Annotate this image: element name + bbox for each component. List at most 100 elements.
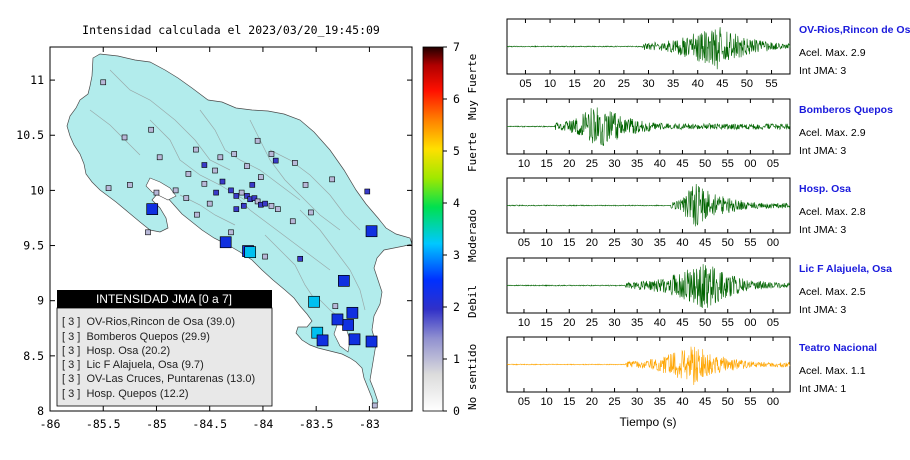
seismogram-tick-label: 50 — [722, 396, 734, 408]
station-intensity: Int JMA: 3 — [799, 65, 846, 77]
station-marker-small — [201, 180, 208, 187]
colorbar-tick-label: 3 — [453, 248, 460, 262]
colorbar-tick-label: 6 — [453, 92, 460, 106]
station-marker-small — [297, 255, 304, 262]
station-marker-small — [268, 203, 275, 209]
station-marker-small — [121, 134, 128, 141]
station-marker-small — [201, 162, 208, 168]
seismogram-waveform — [506, 183, 791, 227]
seismogram-tick-label: 40 — [676, 237, 688, 249]
station-marker-small — [292, 160, 298, 166]
station-marker-small — [262, 253, 268, 260]
colorbar-tick-label: 1 — [453, 352, 460, 366]
station-marker-small — [262, 200, 268, 207]
seismogram-tick-label: 30 — [642, 78, 654, 90]
seismogram-panel: 05 10 15 20 25 30 35 40 45 50 55 00 Hosp. Osa Acel. M… — [506, 177, 866, 249]
seismogram-panel: 05 10 15 20 25 30 35 40 45 50 55 OV-Rios,Rincon de … — [506, 18, 910, 90]
seismogram-tick-label: 15 — [563, 396, 575, 408]
seismogram-tick-label: 05 — [519, 78, 531, 90]
seismogram-tick-label: 15 — [540, 317, 552, 329]
map-title: Intensidad calculada el 2023/03/20_19:45… — [82, 23, 380, 37]
seismogram-tick-label: 20 — [586, 396, 598, 408]
seismogram-tick-label: 55 — [722, 317, 734, 329]
station-accel: Acel. Max. 2.9 — [799, 47, 866, 59]
station-marker-small — [244, 193, 250, 199]
station-intensity: Int JMA: 3 — [799, 304, 846, 316]
seismogram-tick-label: 10 — [544, 78, 556, 90]
station-marker-small — [268, 151, 275, 157]
station-marker-small — [228, 229, 234, 236]
colorbar-gradient — [422, 46, 444, 412]
station-marker-large — [146, 203, 159, 215]
seismogram-tick-label: 05 — [767, 158, 779, 170]
station-marker-small — [127, 182, 133, 188]
seismogram-tick-label: 45 — [676, 158, 688, 170]
x-tick-label: -83.5 — [299, 417, 334, 431]
x-tick-label: -86 — [40, 417, 61, 431]
seismogram-tick-label: 45 — [699, 396, 711, 408]
colorbar-tick-label: 2 — [453, 300, 460, 314]
seismogram-tick-label: 20 — [563, 158, 575, 170]
x-tick-label: -83 — [359, 417, 380, 431]
colorbar-tick-label: 5 — [453, 144, 460, 158]
station-marker-small — [172, 187, 179, 194]
station-marker-small — [145, 229, 151, 236]
seismogram-tick-label: 10 — [518, 158, 530, 170]
station-name: Teatro Nacional — [799, 342, 877, 354]
legend-title: INTENSIDAD JMA [0 a 7] — [96, 292, 232, 306]
gulf-of-nicoya — [145, 177, 177, 201]
seismogram-panel: 10 15 20 25 30 35 40 45 50 55 00 05 Lic F Alajuela, … — [506, 257, 892, 329]
station-marker-small — [249, 182, 256, 188]
station-marker-small — [258, 174, 264, 180]
seismogram-tick-label: 55 — [744, 396, 756, 408]
seismogram-panels: 05 10 15 20 25 30 35 40 45 50 55 OV-Rios,Rincon de … — [506, 18, 910, 408]
seismogram-tick-label: 45 — [676, 317, 688, 329]
station-marker-small — [193, 146, 199, 153]
seismogram-tick-label: 20 — [586, 237, 598, 249]
station-marker-large — [342, 319, 354, 331]
seismogram-tick-label: 35 — [631, 317, 643, 329]
station-marker-small — [251, 195, 258, 201]
seismogram-waveform — [506, 264, 791, 308]
y-tick-label: 9 — [37, 294, 44, 308]
legend-item: [ 3 ] Hosp. Osa (20.2) — [62, 345, 170, 357]
station-marker-small — [240, 203, 247, 209]
x-tick-label: -84.5 — [192, 417, 227, 431]
colorbar-label-fuerte: Fuerte — [466, 132, 479, 172]
station-marker-small — [212, 167, 218, 174]
colorbar-label-muy-fuerte: Muy Fuerte — [466, 54, 479, 120]
station-name: OV-Rios,Rincon de Osa — [799, 24, 910, 36]
station-marker-large — [244, 246, 257, 259]
station-marker-small — [329, 176, 335, 183]
seismogram-tick-label: 05 — [518, 237, 530, 249]
map-legend: INTENSIDAD JMA [0 a 7] [ 3 ] OV-Rios,Rin… — [56, 290, 273, 407]
station-intensity: Int JMA: 3 — [799, 145, 846, 157]
station-marker-small — [254, 198, 261, 205]
seismogram-tick-label: 50 — [741, 78, 753, 90]
seismogram-tick-label: 55 — [744, 237, 756, 249]
seismogram-panel: 10 15 20 25 30 35 40 45 50 55 00 05 Bomberos Quepos A… — [506, 98, 893, 170]
seismogram-tick-label: 15 — [540, 158, 552, 170]
x-tick-label: -85.5 — [86, 417, 121, 431]
seismogram-tick-label: 40 — [692, 78, 704, 90]
colorbar-label-moderado: Moderado — [466, 209, 479, 262]
map-panel: -86 -85.5 -85 -84.5 -84 -83.5 -83 8 8.5 9 9.5 10 10.… — [16, 46, 413, 431]
colorbar-tick-label: 0 — [453, 404, 460, 418]
seismogram-tick-label: 30 — [608, 158, 620, 170]
seismogram-xlabel: Tiempo (s) — [620, 415, 677, 429]
station-marker-small — [238, 189, 245, 196]
station-marker-large — [331, 313, 344, 326]
station-accel: Acel. Max. 1.1 — [799, 365, 866, 377]
seismogram-tick-label: 05 — [767, 317, 779, 329]
y-tick-label: 11 — [30, 73, 44, 87]
colorbar-ticks: 0 1 2 3 4 5 6 7 — [443, 40, 460, 418]
seismogram-tick-label: 00 — [744, 317, 756, 329]
seismogram-tick-label: 25 — [608, 396, 620, 408]
seismogram-tick-label: 10 — [540, 237, 552, 249]
seismogram-tick-label: 10 — [540, 396, 552, 408]
colorbar-label-no-sentido: No sentido — [466, 344, 479, 410]
seismogram-tick-label: 35 — [631, 158, 643, 170]
station-name: Lic F Alajuela, Osa — [799, 263, 892, 275]
station-marker-small — [156, 154, 163, 161]
